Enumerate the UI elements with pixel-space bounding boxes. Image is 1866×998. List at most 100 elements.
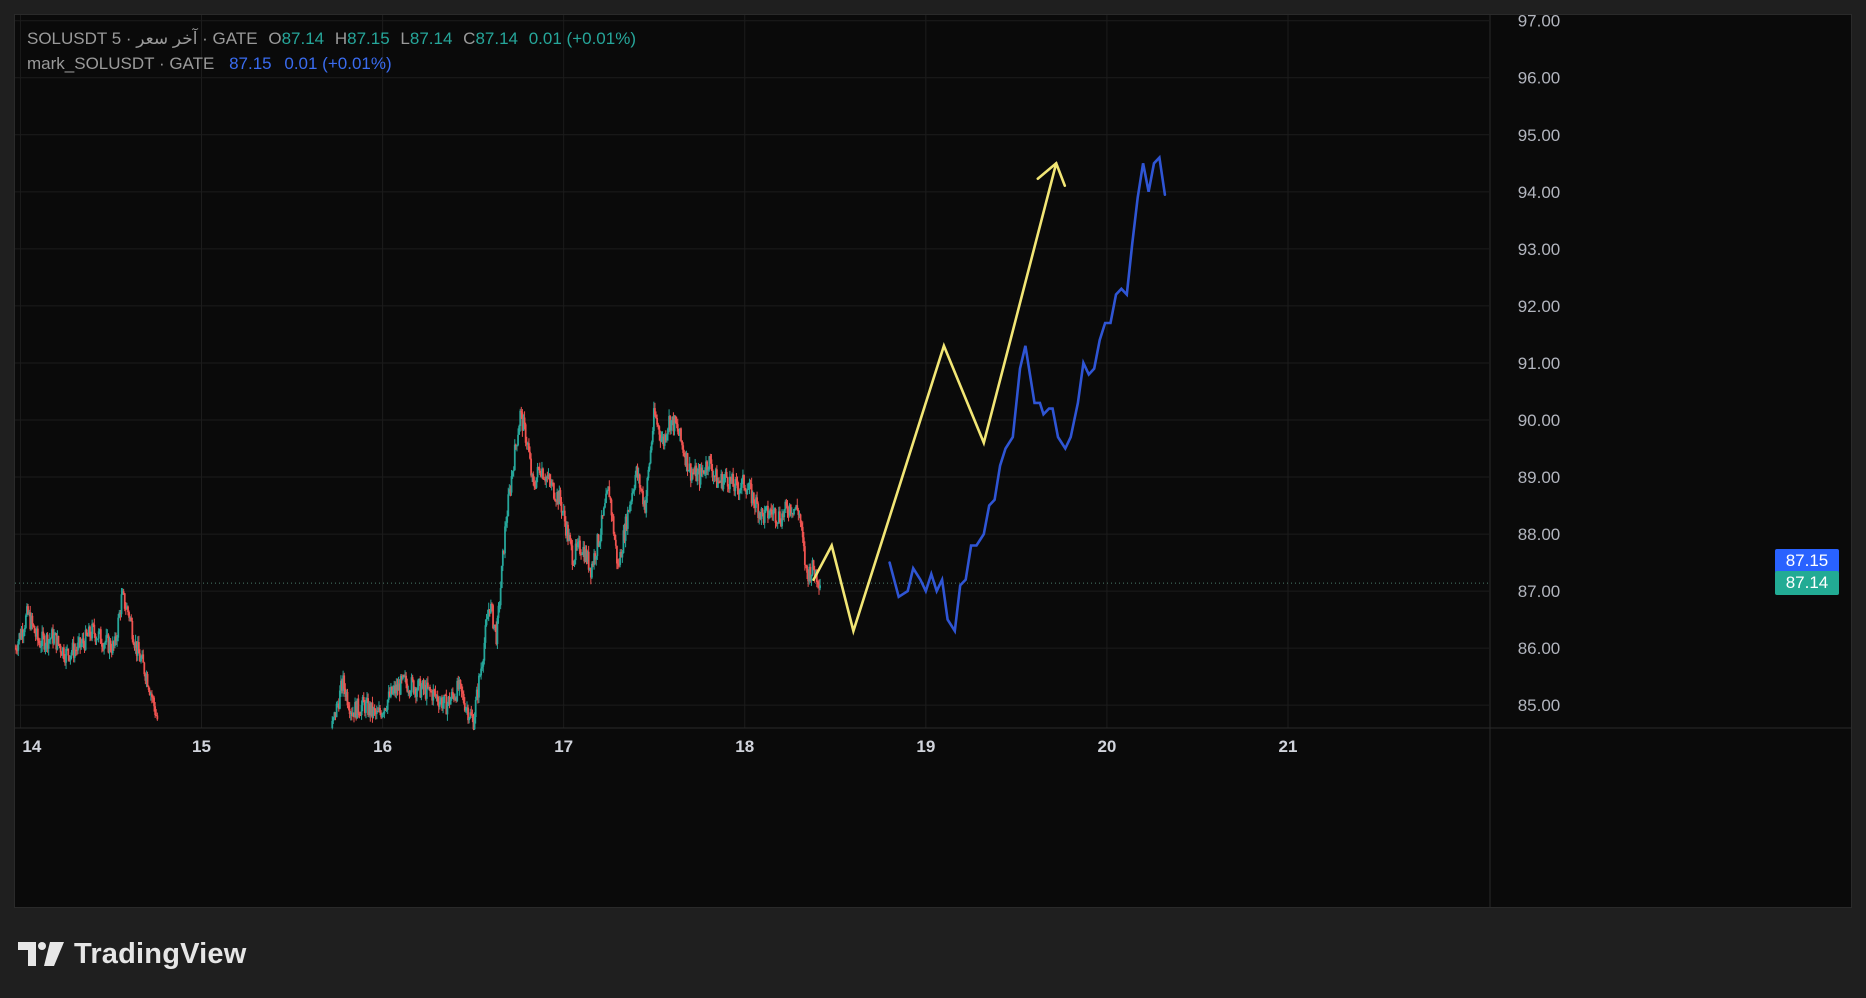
candle	[638, 473, 641, 495]
candle-body	[622, 530, 625, 554]
candle-body	[388, 691, 391, 697]
candle-body	[359, 715, 362, 717]
candle	[533, 476, 536, 490]
candle-body	[641, 489, 643, 491]
price-candles	[15, 401, 821, 731]
candle	[513, 439, 516, 471]
candle	[397, 676, 400, 691]
candle-body	[755, 497, 757, 508]
candle	[409, 690, 412, 698]
candle-body	[683, 452, 686, 456]
candle-body	[620, 552, 623, 558]
chart-panel[interactable]: 85.00 86.00 87.00 88.00 89.00 90.00 91.00 92.00…	[14, 14, 1852, 908]
candle-body	[136, 642, 139, 656]
legend-mark-change: 0.01 (+0.01%)	[284, 54, 392, 73]
candle-body	[474, 700, 477, 718]
candle-body	[570, 539, 573, 546]
candle	[386, 699, 389, 714]
candle-body	[34, 632, 37, 637]
candle-body	[538, 468, 541, 474]
candle-body	[491, 603, 493, 606]
candle-body	[619, 552, 622, 565]
candle	[34, 628, 37, 642]
candle-body	[459, 680, 462, 685]
candle-body	[569, 535, 572, 540]
candle-body	[467, 707, 469, 721]
candle	[504, 521, 506, 559]
candle-body	[677, 431, 680, 436]
legend-main-series[interactable]: SOLUSDT 5 · آخر سعر · GATE O87.14 H87.15…	[27, 29, 642, 49]
candle	[94, 632, 97, 645]
candle	[424, 680, 427, 701]
candle-body	[543, 478, 546, 480]
candle-body	[508, 489, 511, 495]
candle	[511, 470, 514, 479]
candle	[417, 678, 419, 692]
candle	[524, 422, 527, 447]
candle	[784, 499, 787, 513]
candle-body	[559, 490, 562, 502]
candle	[350, 707, 353, 721]
candle	[500, 565, 503, 589]
candle	[130, 614, 133, 622]
candle	[517, 428, 519, 447]
tradingview-logo[interactable]: TradingView	[18, 938, 247, 970]
candle	[95, 636, 98, 646]
candle	[114, 632, 116, 649]
candle-body	[55, 633, 58, 650]
candle-body	[104, 642, 107, 645]
candle	[378, 701, 380, 713]
legend-open-label: O	[268, 29, 282, 48]
candle	[331, 716, 334, 730]
legend-high-label: H	[334, 29, 348, 48]
candle-body	[68, 655, 71, 661]
candle	[422, 678, 425, 696]
candle	[632, 489, 635, 495]
candle-body	[85, 629, 88, 635]
candle	[518, 424, 521, 435]
candle-body	[776, 522, 779, 524]
candle	[483, 637, 486, 665]
candle	[512, 466, 515, 477]
candle	[602, 506, 605, 517]
candle	[663, 433, 666, 450]
candle	[451, 687, 454, 699]
candle	[73, 643, 76, 663]
candle-body	[408, 691, 411, 695]
candle	[756, 491, 758, 505]
candle	[644, 499, 647, 514]
candle	[688, 456, 691, 473]
candle-body	[730, 476, 732, 482]
candle	[31, 613, 34, 630]
candle	[748, 478, 751, 495]
candle-body	[116, 637, 119, 642]
candle-body	[702, 470, 705, 474]
candle-body	[97, 631, 100, 639]
candle	[600, 510, 603, 542]
candle	[541, 461, 543, 479]
candle	[665, 433, 668, 443]
candle-body	[713, 475, 716, 477]
candle	[562, 504, 565, 516]
legend-mark-series[interactable]: mark_SOLUSDT · GATE 87.15 0.01 (+0.01%)	[27, 54, 398, 74]
candle-body	[706, 461, 708, 470]
candle	[366, 692, 368, 703]
candle-body	[81, 638, 84, 644]
candle	[507, 487, 510, 517]
chart-canvas[interactable]: 85.00 86.00 87.00 88.00 89.00 90.00 91.00 92.00…	[15, 15, 1851, 907]
candle-body	[759, 512, 762, 519]
candle	[129, 616, 132, 622]
candle	[78, 633, 81, 649]
candle	[599, 528, 602, 549]
candle	[696, 467, 699, 486]
candle-body	[27, 606, 29, 614]
candle-body	[623, 530, 626, 541]
candle	[675, 416, 678, 429]
candle	[738, 489, 741, 501]
candle	[520, 406, 523, 419]
candle-body	[584, 549, 587, 562]
candle-body	[40, 646, 42, 648]
candle-body	[742, 475, 744, 479]
candle	[780, 518, 782, 528]
candle	[376, 707, 379, 713]
